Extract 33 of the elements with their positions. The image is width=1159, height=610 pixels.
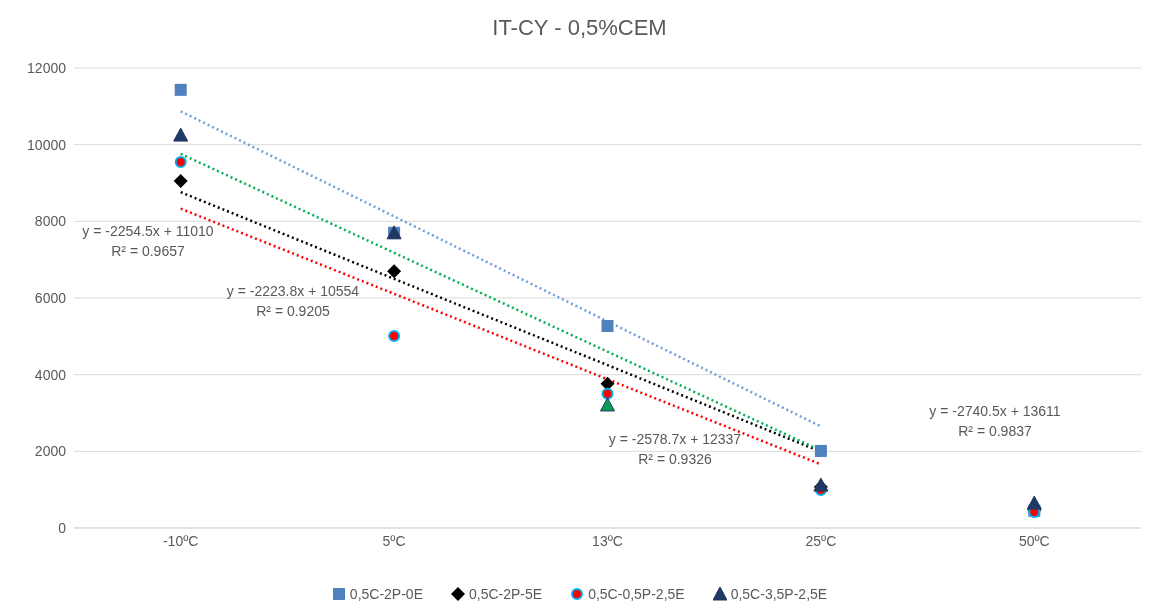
- y-tick-label: 12000: [27, 59, 67, 76]
- point: [388, 329, 401, 342]
- x-tick-label: 13ºC: [592, 532, 623, 549]
- legend-label: 0,5C-3,5P-2,5E: [730, 586, 828, 602]
- chart-title: IT-CY - 0,5%CEM: [491, 14, 668, 42]
- point: [173, 174, 188, 189]
- y-tick-label: 0: [58, 519, 67, 536]
- x-tick-label: -10ºC: [162, 532, 199, 549]
- y-tick-label: 4000: [34, 366, 67, 383]
- annotation: y = -2578.7x + 12337 R² = 0.9326: [608, 431, 742, 467]
- y-tick-label: 10000: [27, 136, 67, 153]
- annotation: y = -2223.8x + 10554 R² = 0.9205: [226, 283, 360, 319]
- legend-label: 0,5C-2P-5E: [469, 586, 543, 602]
- y-tick-label: 8000: [34, 213, 67, 230]
- point: [174, 155, 187, 168]
- point: [387, 264, 402, 279]
- legend-label: 0,5C-2P-0E: [349, 586, 423, 602]
- point: [173, 127, 189, 142]
- x-tick-label: 50ºC: [1018, 532, 1050, 549]
- point: [1026, 495, 1042, 510]
- x-tick-label: 25ºC: [805, 532, 837, 549]
- point: [814, 444, 827, 457]
- legend-label: 0,5C-0,5P-2,5E: [588, 586, 685, 602]
- point: [601, 319, 614, 332]
- point: [600, 376, 615, 391]
- point: [600, 397, 615, 412]
- y-tick-label: 6000: [34, 289, 67, 306]
- point: [601, 387, 614, 400]
- y-tick-label: 2000: [34, 443, 67, 460]
- point: [174, 83, 187, 96]
- annotation: y = -2254.5x + 11010 R² = 0.9657: [82, 223, 214, 259]
- x-tick-label: 5ºC: [382, 532, 406, 549]
- annotation: y = -2740.5x + 13611 R² = 0.9837: [929, 403, 1061, 439]
